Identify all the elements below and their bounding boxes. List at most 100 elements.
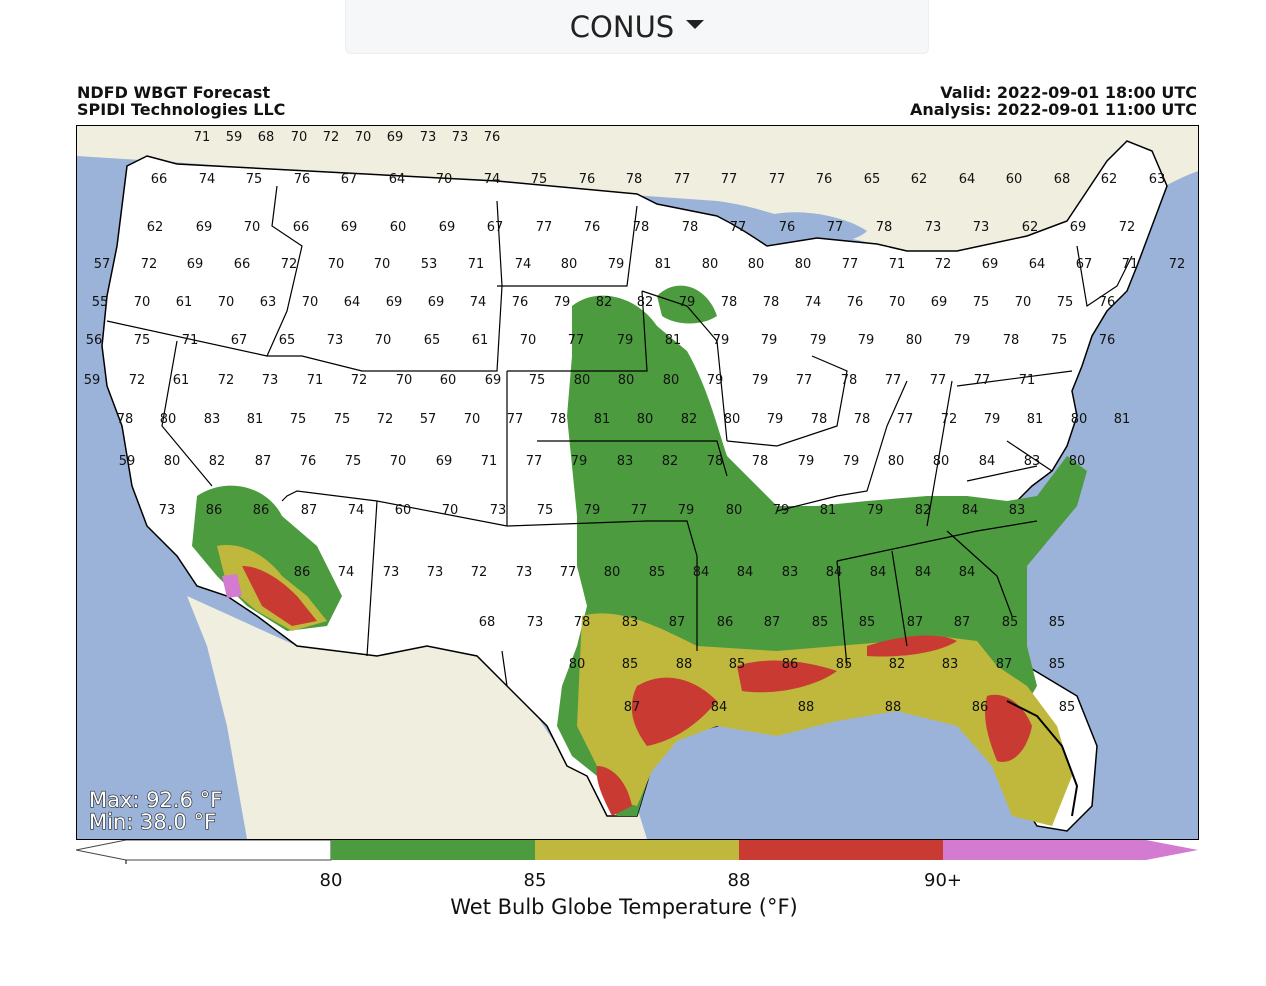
station-value: 59 — [119, 454, 136, 469]
station-value: 85 — [649, 565, 666, 580]
colorbar-90-plus — [943, 840, 1198, 860]
station-value: 72 — [323, 130, 340, 145]
station-value: 78 — [626, 172, 643, 187]
station-value: 79 — [608, 257, 625, 272]
station-value: 70 — [291, 130, 308, 145]
station-value: 77 — [930, 373, 947, 388]
station-value: 80 — [663, 373, 680, 388]
station-value: 66 — [234, 257, 251, 272]
station-value: 76 — [584, 220, 601, 235]
station-value: 86 — [717, 615, 734, 630]
colorbar-88-90 — [739, 840, 943, 860]
station-value: 71 — [1019, 373, 1036, 388]
station-value: 70 — [390, 454, 407, 469]
station-value: 65 — [424, 333, 441, 348]
station-value: 79 — [761, 333, 778, 348]
station-value: 73 — [427, 565, 444, 580]
station-value: 60 — [1006, 172, 1023, 187]
station-value: 78 — [763, 295, 780, 310]
station-value: 64 — [344, 295, 361, 310]
station-value: 72 — [281, 257, 298, 272]
station-value: 73 — [420, 130, 437, 145]
station-value: 77 — [769, 172, 786, 187]
station-value: 64 — [1029, 257, 1046, 272]
station-value: 69 — [436, 454, 453, 469]
station-value: 67 — [231, 333, 248, 348]
station-value: 82 — [662, 454, 679, 469]
station-value: 79 — [554, 295, 571, 310]
station-value: 70 — [889, 295, 906, 310]
station-value: 78 — [841, 373, 858, 388]
station-value: 69 — [982, 257, 999, 272]
station-value: 67 — [1076, 257, 1093, 272]
station-value: 81 — [665, 333, 682, 348]
station-value: 84 — [870, 565, 887, 580]
station-value: 76 — [1099, 333, 1116, 348]
station-value: 74 — [484, 172, 501, 187]
station-value: 76 — [512, 295, 529, 310]
station-value: 73 — [262, 373, 279, 388]
station-value: 88 — [885, 700, 902, 715]
station-value: 79 — [584, 503, 601, 518]
station-value: 70 — [436, 172, 453, 187]
station-value: 75 — [290, 412, 307, 427]
station-value: 79 — [617, 333, 634, 348]
station-value: 69 — [485, 373, 502, 388]
colorbar-80-85 — [331, 840, 535, 860]
station-value: 81 — [247, 412, 264, 427]
colorbar-tick-90plus: 90+ — [924, 870, 962, 891]
station-value: 74 — [199, 172, 216, 187]
station-value: 75 — [973, 295, 990, 310]
station-value: 70 — [328, 257, 345, 272]
valid-time: Valid: 2022-09-01 18:00 UTC — [940, 83, 1197, 102]
station-value: 75 — [334, 412, 351, 427]
station-value: 64 — [389, 172, 406, 187]
station-value: 83 — [1009, 503, 1026, 518]
station-value: 80 — [574, 373, 591, 388]
station-value: 65 — [279, 333, 296, 348]
station-value: 79 — [984, 412, 1001, 427]
station-value: 70 — [355, 130, 372, 145]
station-value: 86 — [782, 657, 799, 672]
station-value: 72 — [1119, 220, 1136, 235]
station-value: 84 — [737, 565, 754, 580]
station-value: 86 — [206, 503, 223, 518]
station-value: 85 — [1049, 615, 1066, 630]
station-value: 65 — [864, 172, 881, 187]
station-value: 78 — [682, 220, 699, 235]
station-value: 71 — [468, 257, 485, 272]
station-value: 85 — [1049, 657, 1066, 672]
station-value: 75 — [134, 333, 151, 348]
station-value: 70 — [520, 333, 537, 348]
station-value: 80 — [637, 412, 654, 427]
station-value: 73 — [159, 503, 176, 518]
station-value: 88 — [798, 700, 815, 715]
station-value: 62 — [1101, 172, 1118, 187]
station-value: 87 — [301, 503, 318, 518]
station-value: 75 — [246, 172, 263, 187]
station-value: 84 — [826, 565, 843, 580]
station-value: 72 — [941, 412, 958, 427]
colorbar-tick-85: 85 — [523, 870, 547, 891]
station-value: 61 — [176, 295, 193, 310]
station-value: 76 — [484, 130, 501, 145]
station-value: 80 — [561, 257, 578, 272]
station-value: 74 — [470, 295, 487, 310]
station-value: 67 — [487, 220, 504, 235]
region-selector[interactable]: CONUS — [345, 0, 929, 54]
station-value: 80 — [933, 454, 950, 469]
station-value: 72 — [471, 565, 488, 580]
station-value: 62 — [147, 220, 164, 235]
station-value: 80 — [1069, 454, 1086, 469]
station-value: 69 — [386, 295, 403, 310]
station-value: 80 — [702, 257, 719, 272]
station-value: 68 — [1054, 172, 1071, 187]
station-value: 77 — [842, 257, 859, 272]
station-value: 69 — [428, 295, 445, 310]
station-value: 77 — [730, 220, 747, 235]
station-value: 82 — [889, 657, 906, 672]
station-value: 79 — [773, 503, 790, 518]
station-value: 60 — [395, 503, 412, 518]
station-value: 57 — [94, 257, 111, 272]
colorbar-tick-80: 80 — [319, 870, 343, 891]
